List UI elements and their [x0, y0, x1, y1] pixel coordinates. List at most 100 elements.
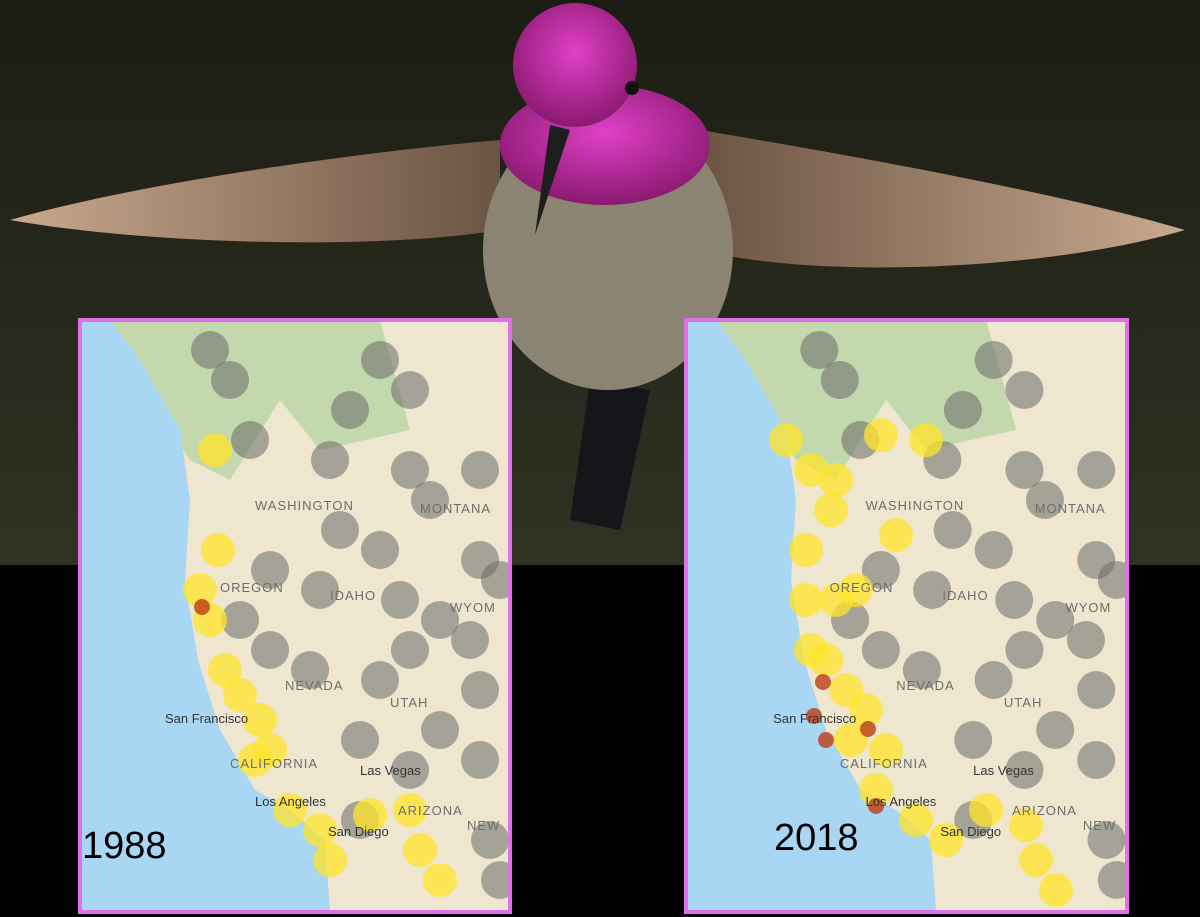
map-label: NEW	[1083, 818, 1116, 833]
sighting	[1019, 843, 1053, 877]
grey-dot	[974, 661, 1013, 699]
map-label: IDAHO	[942, 588, 988, 603]
sighting	[839, 573, 873, 607]
map-label: NEVADA	[896, 678, 955, 693]
grey-dot	[800, 331, 839, 369]
grey-dot	[481, 861, 510, 899]
grey-dot	[943, 391, 982, 429]
grey-dot	[421, 711, 459, 749]
grey-dot	[301, 571, 339, 609]
grey-dot	[461, 451, 499, 489]
grey-dot	[1097, 561, 1127, 599]
map-label: NEVADA	[285, 678, 344, 693]
grey-dot	[1005, 751, 1044, 789]
grey-dot	[1005, 451, 1044, 489]
map-label: WASHINGTON	[865, 498, 964, 513]
hotspot	[860, 721, 876, 737]
map-label: OREGON	[830, 580, 894, 595]
sighting	[423, 863, 457, 897]
grey-dot	[820, 361, 859, 399]
grey-dot	[902, 651, 941, 689]
grey-dot	[974, 341, 1013, 379]
hummingbird	[10, 3, 1185, 530]
grey-dot	[1077, 671, 1116, 709]
grey-dot	[1005, 631, 1044, 669]
sighting	[208, 653, 242, 687]
map-label: ARIZONA	[1012, 803, 1077, 818]
grey-dot	[974, 531, 1013, 569]
map-label: ARIZONA	[398, 803, 463, 818]
grey-dot	[913, 571, 952, 609]
map-label: WYOM	[450, 600, 496, 615]
grey-dot	[1097, 861, 1127, 899]
sighting	[183, 573, 217, 607]
grey-dot	[391, 451, 429, 489]
grey-dot	[221, 601, 259, 639]
grey-dot	[421, 601, 459, 639]
grey-dot	[391, 631, 429, 669]
map-panel: WASHINGTON MONTANA OREGON IDAHO WYOM NEVADA UT…	[684, 318, 1129, 914]
map-label: IDAHO	[330, 588, 376, 603]
sighting	[198, 433, 232, 467]
grey-dot	[1036, 711, 1075, 749]
sighting	[769, 423, 803, 457]
maps: WASHINGTON MONTANA OREGON IDAHO WYOM NEVADA UT…	[78, 318, 1129, 914]
grey-dot	[471, 821, 509, 859]
sighting	[834, 723, 868, 757]
sighting	[393, 793, 427, 827]
left-wing	[10, 140, 500, 243]
sighting	[238, 743, 272, 777]
grey-dot	[1087, 821, 1126, 859]
grey-dot	[251, 551, 289, 589]
year-label: 1988	[82, 825, 167, 867]
year-label: 2018	[774, 817, 859, 859]
hotspot	[818, 732, 834, 748]
grey-dot	[361, 661, 399, 699]
sighting	[869, 733, 903, 767]
map-label: MONTANA	[420, 501, 491, 516]
grey-dot	[291, 651, 329, 689]
sighting	[819, 463, 853, 497]
sighting	[789, 583, 823, 617]
panel-border	[684, 318, 1129, 914]
map-label: Los Angeles	[255, 794, 326, 809]
hotspot	[806, 708, 822, 724]
grey-dot	[361, 531, 399, 569]
grey-dot	[995, 581, 1034, 619]
hotspot	[194, 599, 210, 615]
map-label: San Francisco	[773, 711, 856, 726]
sighting	[879, 518, 913, 552]
sighting	[243, 703, 277, 737]
sighting	[789, 533, 823, 567]
map-label: MONTANA	[1035, 501, 1106, 516]
beak	[535, 125, 570, 235]
grey-dot	[391, 751, 429, 789]
sighting	[969, 793, 1003, 827]
sighting	[223, 678, 257, 712]
grey-dot	[231, 421, 269, 459]
map-label: CALIFORNIA	[230, 756, 318, 771]
grey-dot	[361, 341, 399, 379]
sighting	[909, 423, 943, 457]
tail	[570, 380, 650, 530]
grey-dot	[381, 581, 419, 619]
hotspot	[868, 798, 884, 814]
grey-dot	[1077, 451, 1116, 489]
map-label: Las Vegas	[360, 763, 421, 778]
grey-dot	[1025, 481, 1064, 519]
right-wing	[700, 130, 1185, 268]
grey-dot	[461, 741, 499, 779]
map-label: OREGON	[220, 580, 284, 595]
sighting	[273, 793, 307, 827]
map-label: WYOM	[1065, 600, 1111, 615]
grey-dot	[211, 361, 249, 399]
grey-dot	[331, 391, 369, 429]
sighting	[849, 693, 883, 727]
map-label: San Francisco	[165, 711, 248, 726]
head	[513, 3, 637, 127]
sighting	[864, 418, 898, 452]
grey-dot	[191, 331, 229, 369]
sighting	[859, 773, 893, 807]
